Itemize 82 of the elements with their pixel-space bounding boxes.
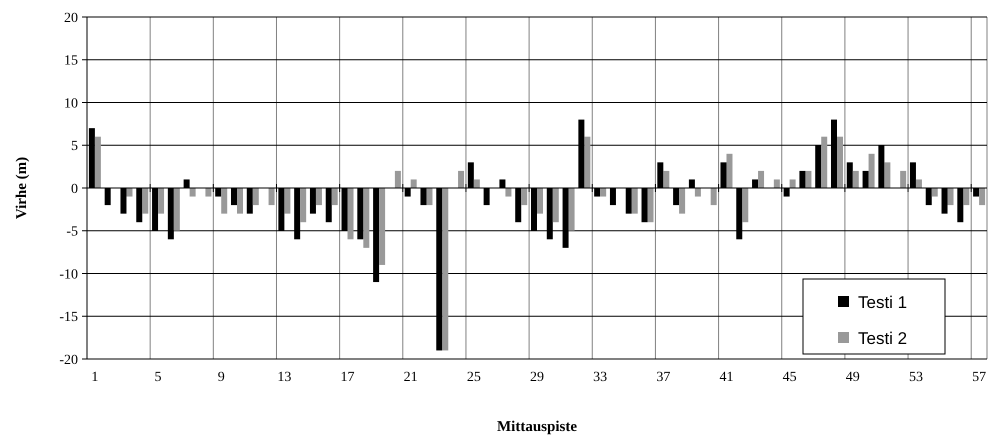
x-tick-label: 25: [466, 370, 481, 385]
bar: [205, 188, 212, 197]
bar: [868, 154, 875, 188]
bar: [790, 179, 796, 188]
bar: [426, 188, 432, 206]
bar: [584, 136, 590, 188]
bar: [505, 188, 512, 197]
bar: [190, 188, 196, 197]
bar: [884, 162, 890, 188]
x-tick-label: 45: [782, 370, 797, 385]
bar: [805, 170, 812, 188]
bar: [758, 170, 764, 188]
bar: [774, 179, 780, 188]
y-tick-label: 10: [64, 96, 78, 112]
bar: [932, 188, 938, 197]
y-tick-label: -15: [59, 310, 78, 326]
x-tick-label: 53: [908, 370, 923, 385]
y-tick-label: 15: [64, 54, 78, 69]
bar: [900, 170, 906, 188]
bar: [742, 188, 748, 222]
x-tick-label: 49: [846, 370, 860, 385]
bar: [916, 179, 922, 188]
y-tick-label: 20: [64, 10, 78, 26]
bar: [394, 170, 401, 188]
y-tick-label: 0: [71, 182, 78, 197]
bar: [174, 188, 180, 231]
bar: [221, 188, 228, 214]
bar: [648, 188, 654, 222]
bar: [600, 188, 606, 197]
bar: [821, 136, 828, 188]
bar: [126, 188, 132, 197]
bar: [726, 154, 732, 188]
bar: [537, 188, 543, 214]
x-tick-label: 13: [277, 370, 292, 385]
bar: [142, 188, 148, 214]
bar: [632, 188, 638, 214]
x-tick-label: 37: [656, 370, 670, 385]
bar: [852, 170, 859, 188]
bar: [568, 188, 575, 231]
bar: [158, 188, 164, 214]
x-axis-title: Mittauspiste: [497, 419, 578, 435]
y-tick-label: -10: [59, 267, 78, 282]
bar: [694, 188, 701, 197]
x-tick-label: 29: [530, 370, 544, 385]
bar: [710, 188, 717, 206]
bar: [316, 188, 322, 206]
bar: [284, 188, 290, 214]
bar: [363, 188, 370, 248]
bar: [474, 179, 480, 188]
x-tick-label: 17: [340, 370, 355, 385]
x-tick-label: 9: [218, 370, 225, 385]
bar: [521, 188, 528, 206]
x-tick-label: 57: [972, 370, 986, 385]
bar: [237, 188, 243, 214]
legend-label: Testi 2: [858, 328, 908, 348]
bar: [410, 179, 417, 188]
bar: [348, 188, 354, 240]
x-tick-label: 41: [719, 370, 734, 385]
bar: [552, 188, 559, 222]
bar: [442, 188, 448, 350]
bar: [332, 188, 338, 206]
bar: [679, 188, 686, 214]
x-tick-label: 5: [154, 370, 162, 385]
y-axis-title: Virhe (m): [14, 156, 30, 220]
bar: [963, 188, 970, 206]
y-tick-label: -5: [66, 224, 78, 240]
y-tick-label: -20: [59, 352, 78, 368]
bar: [300, 188, 306, 222]
x-tick-label: 1: [91, 370, 98, 385]
bar: [948, 188, 954, 206]
bar: [837, 136, 843, 188]
x-tick-label: 21: [404, 370, 418, 385]
bar: [94, 136, 101, 188]
bar: [458, 170, 464, 188]
bar: [979, 188, 986, 206]
legend-label: Testi 1: [858, 292, 908, 312]
bar: [379, 188, 386, 265]
bar: [252, 188, 259, 206]
bar: [268, 188, 275, 206]
y-tick-label: 5: [71, 139, 78, 154]
bar: [663, 170, 670, 188]
x-tick-label: 33: [593, 370, 608, 385]
